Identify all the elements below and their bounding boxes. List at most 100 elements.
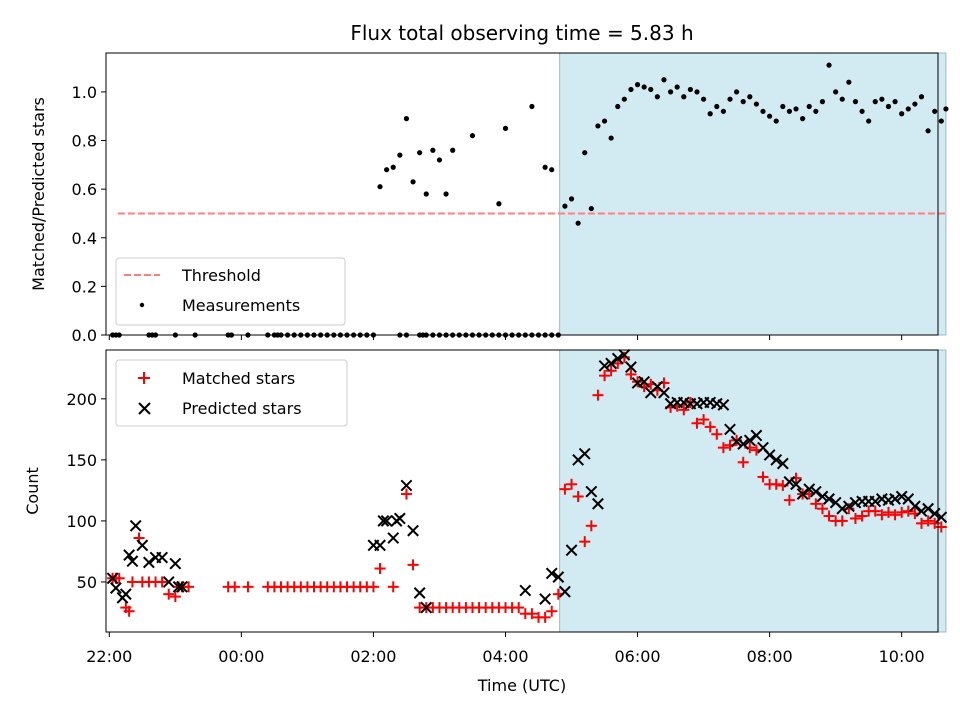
measurement-point bbox=[443, 191, 449, 197]
matched-star-point bbox=[691, 417, 703, 429]
predicted-star-point bbox=[809, 485, 822, 498]
predicted-star-point bbox=[119, 588, 132, 601]
bottom-y-ticks: 50 100 150 200 bbox=[66, 390, 106, 592]
bottom-panel: 50 100 150 200 22:00 00:00 02:00 04:00 06:00 08:… bbox=[23, 348, 948, 695]
matched-star-point bbox=[816, 503, 828, 515]
predicted-star-point bbox=[915, 505, 928, 518]
bottom-x-ticks: 22:00 00:00 02:00 04:00 06:00 08:00 10:00 bbox=[86, 632, 925, 666]
predicted-star-point bbox=[776, 457, 789, 470]
predicted-star-point bbox=[176, 580, 188, 593]
predicted-star-point bbox=[559, 585, 571, 598]
measurement-point bbox=[634, 82, 641, 88]
x-tick-label: 02:00 bbox=[350, 647, 396, 666]
measurement-point bbox=[469, 133, 476, 139]
measurement-point bbox=[866, 118, 872, 124]
predicted-star-point bbox=[717, 399, 730, 411]
matched-star-point bbox=[882, 506, 894, 518]
x-tick-label: 10:00 bbox=[879, 647, 925, 666]
top-y-tick-label: 0.2 bbox=[72, 277, 97, 296]
top-legend: Threshold Measurements bbox=[115, 257, 346, 326]
measurement-point bbox=[496, 201, 502, 207]
measurement-point bbox=[727, 96, 733, 102]
matched-star-point bbox=[605, 365, 617, 377]
measurement-point bbox=[932, 108, 938, 114]
threshold-legend-label: Threshold bbox=[181, 266, 261, 285]
measurement-point bbox=[562, 203, 568, 209]
predicted-star-point bbox=[724, 423, 736, 436]
predicted-star-point bbox=[162, 576, 175, 588]
bottom-y-tick-label: 50 bbox=[77, 573, 97, 592]
chart-title: Flux total observing time = 5.83 h bbox=[350, 21, 693, 45]
predicted-star-point bbox=[823, 493, 835, 505]
measurements-layer bbox=[110, 62, 949, 338]
measurement-point bbox=[839, 96, 845, 102]
matched-star-point bbox=[856, 510, 868, 522]
predicted-star-point bbox=[638, 375, 651, 388]
predicted-star-point bbox=[869, 495, 882, 508]
predicted-star-point bbox=[380, 515, 393, 527]
top-panel: 0.0 0.2 0.4 0.6 0.8 1.0 Matched/Predicted sta… bbox=[29, 52, 949, 345]
measurement-point bbox=[700, 96, 707, 102]
measurement-point bbox=[747, 94, 753, 100]
matched-star-point bbox=[407, 559, 419, 571]
measurement-point bbox=[793, 106, 799, 112]
measurement-point bbox=[786, 108, 793, 114]
measurement-point bbox=[872, 99, 878, 105]
measurement-point bbox=[694, 89, 700, 95]
matched-star-point bbox=[770, 478, 782, 490]
measurement-point bbox=[905, 106, 911, 112]
matched-star-point bbox=[229, 581, 241, 593]
predicted-star-point bbox=[796, 488, 809, 500]
predicted-star-point bbox=[770, 453, 783, 466]
predicted-star-point bbox=[908, 500, 921, 513]
bottom-highlight-span bbox=[559, 349, 947, 633]
predicted-star-point bbox=[618, 348, 631, 361]
predicted-star-point bbox=[605, 357, 618, 370]
predicted-star-point bbox=[400, 479, 413, 492]
measurement-point bbox=[767, 113, 773, 119]
measurement-point bbox=[410, 179, 416, 185]
measurement-point bbox=[826, 62, 832, 68]
measurement-point bbox=[575, 220, 581, 226]
bottom-legend: Matched stars Predicted stars bbox=[115, 359, 348, 427]
measurement-point bbox=[403, 116, 410, 122]
measurement-point bbox=[885, 103, 892, 110]
predicted-star-point bbox=[585, 485, 598, 498]
measurement-point bbox=[582, 150, 588, 156]
predicted-star-point bbox=[552, 571, 565, 583]
bottom-y-tick-label: 200 bbox=[66, 390, 97, 409]
predicted-stars-legend-handle bbox=[138, 402, 151, 415]
matched-star-point bbox=[849, 512, 861, 524]
x-tick-label: 08:00 bbox=[747, 647, 793, 666]
matched-star-point bbox=[374, 563, 386, 575]
matched-star-point bbox=[711, 428, 723, 440]
matched-star-point bbox=[876, 509, 888, 521]
top-x-ticks bbox=[108, 335, 903, 340]
top-highlight-span bbox=[559, 52, 947, 336]
matched-star-point bbox=[869, 505, 881, 517]
matched-star-point bbox=[539, 611, 551, 623]
measurement-point bbox=[628, 86, 634, 93]
x-tick-label: 00:00 bbox=[218, 647, 264, 666]
matched-star-point bbox=[163, 588, 175, 600]
matched-star-point bbox=[599, 370, 611, 382]
measurement-point bbox=[641, 84, 647, 90]
bottom-y-tick-label: 150 bbox=[66, 451, 97, 470]
matched-star-point bbox=[113, 572, 125, 584]
predicted-star-point bbox=[592, 497, 604, 510]
matched-star-point bbox=[810, 498, 822, 510]
predicted-star-point bbox=[387, 532, 400, 544]
measurement-point bbox=[833, 89, 839, 95]
matched-star-point bbox=[823, 510, 835, 522]
bottom-axes-frame bbox=[105, 349, 939, 633]
measurement-point bbox=[390, 164, 396, 170]
measurement-point bbox=[423, 191, 429, 197]
measurement-point bbox=[542, 164, 548, 170]
predicted-stars-legend-label: Predicted stars bbox=[182, 399, 302, 418]
matched-star-point bbox=[400, 488, 412, 500]
measurements-legend-label: Measurements bbox=[182, 296, 300, 315]
predicted-star-point bbox=[136, 539, 149, 552]
bottom-y-tick-label: 100 bbox=[66, 512, 97, 531]
matched-stars-legend-label: Matched stars bbox=[182, 369, 295, 388]
